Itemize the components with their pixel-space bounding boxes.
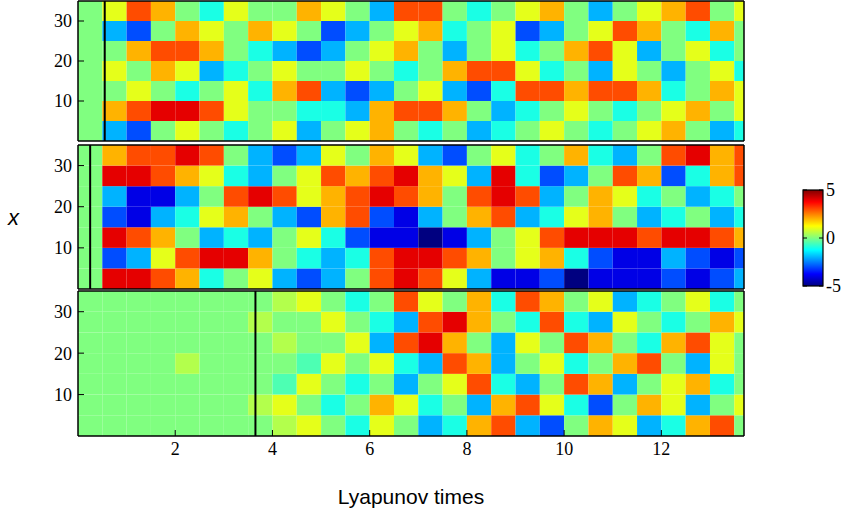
svg-text:2: 2 — [171, 439, 180, 459]
svg-text:4: 4 — [268, 439, 277, 459]
svg-text:10: 10 — [54, 385, 72, 405]
svg-text:12: 12 — [652, 439, 670, 459]
svg-text:30: 30 — [54, 156, 72, 176]
svg-text:20: 20 — [54, 197, 72, 217]
svg-text:0: 0 — [826, 228, 835, 248]
svg-text:20: 20 — [54, 51, 72, 71]
svg-text:-5: -5 — [826, 276, 841, 296]
svg-text:x: x — [7, 205, 20, 230]
svg-text:Lyapunov times: Lyapunov times — [338, 485, 484, 508]
svg-text:30: 30 — [54, 302, 72, 322]
svg-text:5: 5 — [826, 180, 835, 200]
svg-text:10: 10 — [54, 91, 72, 111]
svg-text:8: 8 — [462, 439, 471, 459]
svg-text:10: 10 — [555, 439, 573, 459]
svg-text:30: 30 — [54, 11, 72, 31]
svg-text:20: 20 — [54, 344, 72, 364]
svg-text:10: 10 — [54, 238, 72, 258]
svg-text:6: 6 — [365, 439, 374, 459]
